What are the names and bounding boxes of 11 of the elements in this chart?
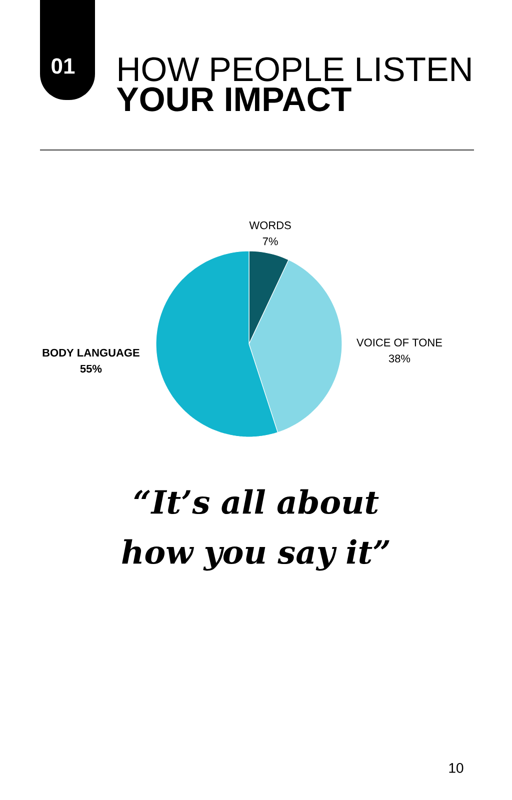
text: 10 bbox=[449, 763, 464, 773]
slice-label: BODY LANGUAGE bbox=[42, 348, 140, 357]
text: “It’s all about how you say it” bbox=[122, 489, 390, 571]
chart-subtitle: YOUR IMPACT bbox=[116, 87, 352, 112]
data-label: 7% bbox=[262, 237, 278, 246]
data-label: 38% bbox=[388, 354, 410, 362]
chart-title: HOW PEOPLE LISTEN bbox=[118, 57, 470, 82]
slice-label: WORDS bbox=[249, 221, 291, 230]
data-label: 55% bbox=[80, 364, 102, 373]
text: 01 bbox=[52, 58, 75, 74]
slice-label: VOICE OF TONE bbox=[356, 338, 442, 346]
